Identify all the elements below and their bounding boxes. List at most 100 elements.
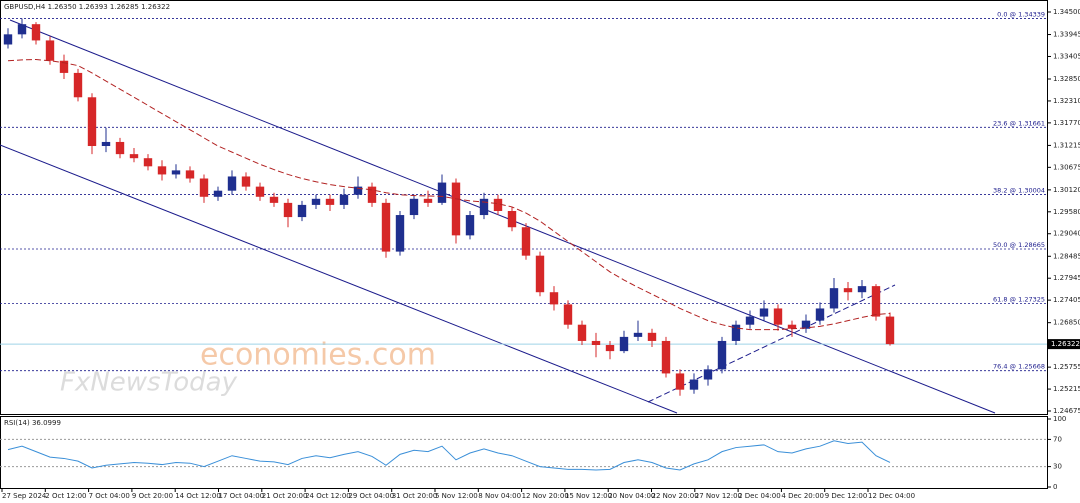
x-tick-label: 2 Oct 12:00 (45, 492, 86, 500)
candle-body (521, 227, 531, 256)
y-tick-label: 1.28485 (1053, 252, 1080, 260)
fib-label: 23.6 @ 1.31661 (993, 119, 1045, 127)
candle-body (395, 215, 405, 252)
candle-body (311, 198, 321, 205)
candle-body (633, 332, 643, 337)
y-tick-label: 1.29040 (1053, 230, 1080, 238)
candle-body (423, 198, 433, 203)
x-tick-label: 14 Oct 12:00 (175, 492, 221, 500)
x-tick-label: 5 Nov 12:00 (435, 492, 478, 500)
candle-body (689, 379, 699, 390)
candle-body (885, 316, 895, 345)
candle-body (479, 198, 489, 216)
candle-body (325, 198, 335, 205)
candle-body (843, 288, 853, 293)
rsi-tick-label: 70 (1053, 435, 1062, 443)
candle-body (801, 320, 811, 329)
candle-body (773, 308, 783, 325)
y-tick-label: 1.30120 (1053, 186, 1080, 194)
watermark: FxNewsToday (60, 368, 238, 398)
candle-body (227, 176, 237, 191)
candle-body (171, 170, 181, 175)
x-tick-label: 24 Oct 12:00 (305, 492, 351, 500)
y-tick-label: 1.24675 (1053, 407, 1080, 415)
x-tick-label: 4 Dec 20:00 (781, 492, 824, 500)
candle-body (871, 286, 881, 317)
candle-body (437, 182, 447, 203)
y-tick-label: 1.26850 (1053, 319, 1080, 327)
channel-upper (9, 19, 996, 414)
candle-body (143, 158, 153, 167)
rsi-title: RSI(14) 36.0999 (4, 419, 61, 427)
candle-body (675, 373, 685, 390)
rsi-frame (0, 416, 1048, 489)
candle-body (17, 24, 27, 35)
candle-body (129, 154, 139, 159)
y-tick-label: 1.27405 (1053, 296, 1080, 304)
y-tick-label: 1.30675 (1053, 163, 1080, 171)
last-price-box (1048, 339, 1080, 350)
candle-body (451, 182, 461, 236)
candle-body (759, 308, 769, 317)
candle-body (31, 24, 41, 41)
x-tick-label: 12 Dec 04:00 (868, 492, 915, 500)
x-tick-label: 15 Nov 12:00 (565, 492, 612, 500)
rsi-tick-label: 30 (1053, 463, 1062, 471)
candle-body (647, 332, 657, 341)
candle-body (731, 324, 741, 341)
x-tick-label: 17 Oct 04:00 (219, 492, 265, 500)
fib-label: 0.0 @ 1.34339 (997, 11, 1045, 19)
main-frame (0, 0, 1048, 415)
y-tick-label: 1.27945 (1053, 274, 1080, 282)
y-tick-label: 1.32310 (1053, 97, 1080, 105)
candle-body (157, 166, 167, 175)
rsi-tick-label: 100 (1053, 415, 1066, 423)
candle-body (549, 292, 559, 305)
candle-body (283, 202, 293, 218)
candle-body (717, 340, 727, 370)
rsi-line (7, 440, 891, 471)
candle-body (199, 178, 209, 197)
candle-body (745, 316, 755, 325)
candle-body (507, 210, 517, 228)
channel-lower (0, 144, 678, 414)
y-tick-label: 1.31215 (1053, 141, 1080, 149)
candle-body (381, 202, 391, 252)
trend-line (647, 284, 896, 403)
x-tick-label: 12 Nov 20:00 (522, 492, 569, 500)
candle-body (857, 286, 867, 293)
y-tick-label: 1.33945 (1053, 31, 1080, 39)
x-tick-label: 27 Sep 2024 (2, 492, 47, 500)
candle-body (815, 308, 825, 321)
candle-body (297, 204, 307, 218)
candle-body (241, 176, 251, 187)
candle-body (591, 340, 601, 346)
x-tick-label: 22 Nov 20:00 (652, 492, 699, 500)
x-tick-label: 9 Dec 12:00 (825, 492, 868, 500)
candle-body (605, 345, 615, 352)
rsi-tick-label: 0 (1053, 483, 1057, 491)
candle-body (115, 141, 125, 155)
x-tick-label: 7 Oct 04:00 (89, 492, 130, 500)
candle-body (269, 196, 279, 203)
candle-body (563, 304, 573, 325)
candle-body (787, 324, 797, 329)
candle-body (101, 141, 111, 147)
y-tick-label: 1.34500 (1053, 8, 1080, 16)
candle-body (661, 340, 671, 374)
x-tick-label: 20 Nov 04:00 (608, 492, 655, 500)
candle-body (3, 34, 13, 45)
candle-body (535, 255, 545, 293)
candle-body (367, 186, 377, 203)
candle-body (353, 186, 363, 195)
fib-label: 50.0 @ 1.28665 (993, 241, 1045, 249)
fib-label: 76.4 @ 1.25668 (993, 363, 1045, 371)
candle-body (73, 72, 83, 98)
candle-body (619, 336, 629, 352)
x-tick-label: 2 Dec 04:00 (738, 492, 781, 500)
y-tick-label: 1.29580 (1053, 208, 1080, 216)
candle-body (703, 369, 713, 380)
y-tick-label: 1.32850 (1053, 75, 1080, 83)
candle-body (213, 190, 223, 197)
